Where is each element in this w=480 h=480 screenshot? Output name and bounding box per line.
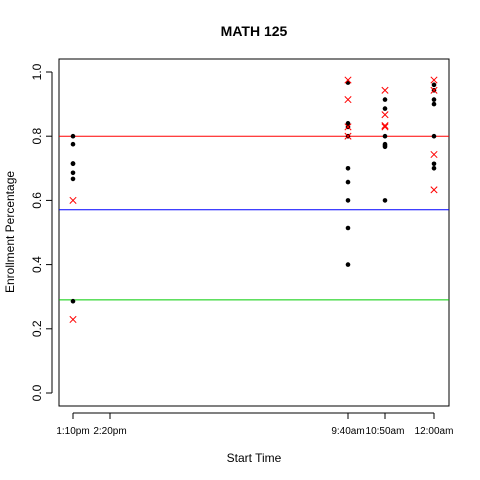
point-cross-13 — [430, 186, 438, 194]
chart-title: MATH 125 — [221, 23, 288, 39]
point-cross-5 — [344, 132, 352, 140]
y-tick-label-5: 1.0 — [30, 63, 44, 80]
point-dot-27 — [431, 133, 437, 139]
point-dot-4 — [70, 170, 76, 176]
point-dot-14 — [345, 225, 351, 231]
x-tick-label-2: 9:40am — [331, 426, 364, 437]
y-axis: 0.0 0.2 0.4 0.6 0.8 1.0 — [30, 63, 53, 401]
point-dot-6 — [70, 298, 76, 304]
point-cross-4 — [344, 123, 352, 131]
x-tick-label-1: 2:20pm — [93, 426, 126, 437]
point-dot-18 — [382, 133, 388, 139]
reference-lines — [59, 135, 449, 301]
y-tick-label-3: 0.6 — [30, 192, 44, 209]
point-dot-12 — [345, 179, 351, 185]
x-tick-label-0: 1:10pm — [56, 426, 89, 437]
point-dot-17 — [382, 106, 388, 111]
point-cross-8 — [381, 122, 389, 130]
point-dot-28 — [431, 161, 437, 167]
data-points — [69, 76, 438, 324]
point-dot-13 — [345, 198, 351, 203]
point-cross-12 — [430, 150, 438, 159]
point-dot-21 — [382, 144, 388, 150]
point-cross-3 — [344, 96, 352, 104]
point-dot-5 — [70, 176, 76, 182]
plot-frame — [58, 58, 450, 407]
point-cross-2 — [344, 76, 352, 84]
point-dot-22 — [382, 198, 388, 203]
x-tick-label-3: 10:50am — [366, 426, 405, 437]
point-dot-25 — [431, 97, 437, 102]
point-cross-10 — [430, 76, 438, 84]
x-tick-label-4: 12:00am — [415, 426, 454, 437]
point-cross-0 — [69, 196, 77, 204]
point-dot-11 — [345, 166, 351, 171]
y-tick-label-1: 0.2 — [30, 320, 44, 337]
point-dot-1 — [70, 141, 76, 147]
point-cross-11 — [430, 86, 438, 94]
y-tick-label-4: 0.8 — [30, 128, 44, 145]
y-tick-label-2: 0.4 — [30, 256, 44, 273]
point-cross-1 — [69, 315, 77, 324]
point-cross-6 — [381, 86, 389, 94]
point-dot-16 — [382, 97, 388, 102]
point-dot-23 — [431, 82, 437, 88]
point-dot-26 — [431, 101, 437, 107]
point-dot-3 — [70, 161, 76, 167]
point-cross-9 — [381, 123, 389, 131]
y-axis-label: Enrollment Percentage — [3, 171, 17, 293]
point-dot-15 — [345, 262, 351, 267]
point-dot-8 — [345, 121, 351, 126]
x-axis-label: Start Time — [227, 451, 282, 465]
point-cross-7 — [381, 111, 389, 119]
x-axis: 1:10pm 2:20pm 9:40am 10:50am 12:00am — [56, 412, 454, 437]
point-dot-29 — [431, 166, 437, 171]
y-tick-label-0: 0.0 — [30, 384, 44, 401]
point-dot-0 — [70, 133, 76, 139]
